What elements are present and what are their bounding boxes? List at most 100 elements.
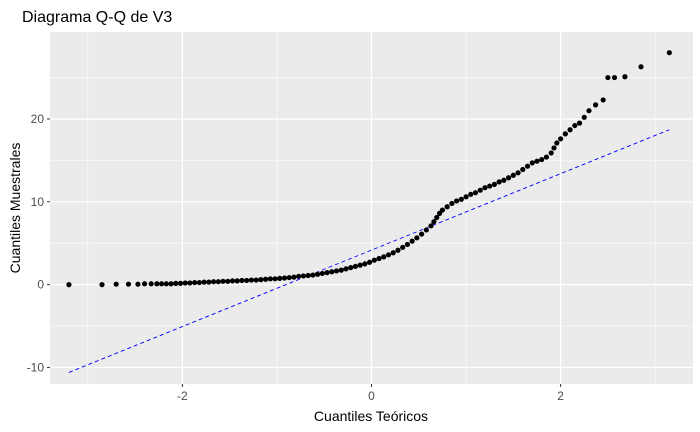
- data-point: [229, 278, 236, 284]
- data-point: [572, 122, 578, 129]
- data-point: [187, 280, 193, 286]
- data-point: [551, 145, 557, 151]
- data-point: [267, 276, 273, 282]
- y-tick-label: 20: [31, 112, 45, 126]
- data-point: [310, 272, 316, 278]
- data-point: [400, 244, 406, 250]
- points-layer: [66, 50, 672, 288]
- data-point: [291, 274, 297, 280]
- data-point: [319, 270, 325, 277]
- data-point: [622, 74, 628, 80]
- data-point: [539, 156, 545, 163]
- data-point: [381, 254, 387, 260]
- data-point: [234, 278, 240, 284]
- data-point: [534, 158, 540, 164]
- data-point: [593, 102, 599, 108]
- data-point: [196, 279, 203, 286]
- data-point: [409, 238, 415, 244]
- data-point: [496, 179, 502, 185]
- data-point: [324, 270, 330, 276]
- data-point: [454, 198, 460, 204]
- data-point: [362, 261, 368, 267]
- data-point: [423, 227, 429, 233]
- data-point: [463, 194, 469, 200]
- data-point: [244, 277, 250, 284]
- y-tick-label: 10: [31, 195, 45, 209]
- data-point: [419, 231, 425, 237]
- data-point: [449, 200, 455, 207]
- data-point: [113, 281, 119, 287]
- data-point: [300, 273, 307, 279]
- x-axis-ticks: -2 0 2: [177, 384, 564, 403]
- data-point: [201, 279, 207, 285]
- x-tick-label: 0: [368, 389, 375, 403]
- data-point: [576, 120, 583, 126]
- data-point: [220, 278, 226, 284]
- data-point: [605, 74, 611, 81]
- data-point: [206, 279, 212, 285]
- data-point: [567, 127, 573, 133]
- data-point: [210, 279, 217, 285]
- y-axis-label: Cuantiles Muestrales: [7, 143, 23, 274]
- data-point: [148, 281, 154, 287]
- data-point: [277, 275, 283, 281]
- data-point: [458, 196, 464, 202]
- grid-major: [50, 32, 693, 384]
- data-point: [487, 183, 493, 189]
- data-point: [253, 277, 259, 283]
- x-axis-label: Cuantiles Teóricos: [314, 408, 428, 424]
- data-point: [638, 64, 644, 70]
- data-point: [548, 150, 554, 156]
- y-tick-label: 0: [37, 278, 44, 292]
- data-point: [510, 172, 516, 178]
- x-tick-label: 2: [557, 389, 564, 403]
- data-point: [286, 274, 292, 281]
- data-point: [281, 275, 288, 281]
- data-point: [376, 255, 382, 262]
- data-point: [258, 277, 264, 283]
- data-point: [543, 154, 550, 160]
- qq-reference-line: [68, 129, 670, 373]
- data-point: [431, 219, 437, 225]
- data-point: [305, 272, 311, 279]
- data-point: [600, 97, 606, 103]
- data-point: [666, 50, 672, 56]
- data-point: [434, 214, 440, 221]
- data-point: [554, 140, 560, 146]
- data-point: [482, 185, 488, 191]
- data-point: [515, 170, 521, 176]
- data-point: [248, 277, 255, 283]
- data-point: [315, 271, 321, 277]
- data-point: [506, 175, 512, 181]
- data-point: [586, 108, 592, 114]
- data-point: [352, 263, 359, 269]
- data-point: [125, 281, 132, 287]
- data-point: [581, 114, 587, 120]
- data-point: [439, 207, 446, 213]
- data-point: [66, 282, 72, 288]
- data-point: [163, 281, 169, 287]
- data-point: [158, 281, 165, 287]
- data-point: [501, 177, 507, 183]
- data-point: [562, 131, 568, 137]
- data-point: [524, 163, 531, 169]
- data-point: [135, 281, 141, 287]
- data-point: [428, 223, 434, 229]
- data-point: [611, 74, 618, 81]
- data-point: [338, 267, 344, 273]
- data-point: [404, 241, 411, 248]
- data-point: [329, 269, 335, 275]
- data-point: [357, 262, 363, 268]
- y-axis-ticks: -10 0 10 20: [27, 112, 50, 374]
- data-point: [367, 259, 373, 265]
- data-point: [239, 277, 245, 284]
- data-point: [215, 279, 221, 285]
- data-point: [168, 281, 174, 287]
- data-point: [444, 204, 450, 210]
- data-point: [333, 268, 340, 274]
- data-point: [395, 247, 401, 253]
- reference-line-layer: [68, 129, 670, 373]
- data-point: [477, 187, 483, 193]
- data-point: [173, 280, 179, 286]
